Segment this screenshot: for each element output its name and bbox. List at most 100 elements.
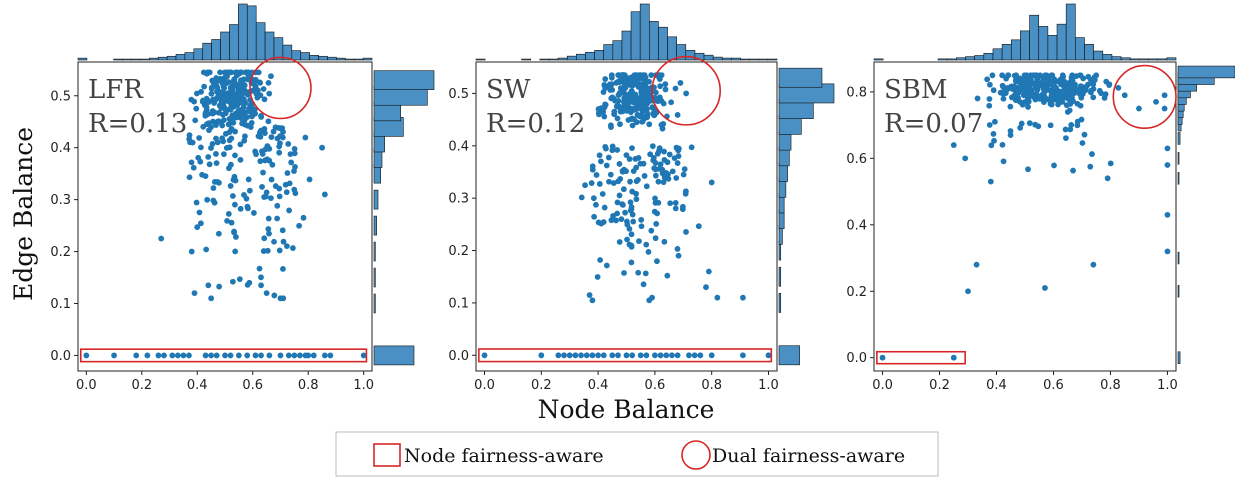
- x-hist-bar: [344, 58, 355, 61]
- data-point: [609, 352, 616, 359]
- y-tick-label: 0.4: [448, 139, 469, 154]
- data-point: [973, 261, 980, 268]
- data-point: [596, 181, 603, 187]
- data-point: [268, 73, 274, 80]
- data-point: [221, 151, 227, 158]
- data-point: [609, 95, 616, 102]
- data-point: [643, 241, 650, 248]
- data-point: [675, 145, 682, 152]
- data-point: [660, 179, 667, 186]
- data-point: [1024, 99, 1031, 106]
- panel-sw: 0.0 0.2 0.4 0.6 0.8 1.0 0.0 0.1 0.2 0.3 0.4 0.5 SW R=…: [448, 3, 835, 393]
- x-hist-bar: [566, 55, 577, 61]
- data-point: [272, 183, 279, 189]
- data-point: [228, 219, 235, 226]
- data-point: [598, 158, 604, 165]
- data-point: [255, 69, 262, 76]
- y-tick-label: 0.5: [50, 89, 71, 104]
- data-point: [691, 352, 698, 359]
- data-point: [243, 195, 250, 202]
- data-point: [984, 76, 991, 83]
- data-point: [1026, 120, 1033, 127]
- legend-node-fairness-marker: [373, 443, 401, 467]
- data-point: [252, 352, 259, 359]
- data-point: [1025, 81, 1032, 88]
- data-point: [600, 219, 607, 225]
- dual-fairness-circle: [249, 56, 312, 120]
- x-hist-bar: [220, 31, 230, 61]
- data-point: [628, 90, 635, 97]
- data-point: [974, 95, 981, 102]
- data-point: [1085, 81, 1091, 88]
- data-point: [583, 352, 590, 359]
- data-point: [266, 90, 273, 97]
- data-point: [284, 170, 291, 176]
- data-point: [279, 134, 286, 141]
- data-point: [244, 352, 251, 359]
- data-point: [683, 90, 690, 97]
- data-point: [1059, 72, 1066, 79]
- data-point: [1044, 87, 1050, 93]
- data-point: [638, 216, 645, 223]
- data-point: [319, 144, 325, 151]
- data-point: [201, 83, 208, 90]
- data-point: [596, 152, 603, 159]
- data-point: [950, 142, 957, 148]
- data-point: [594, 274, 601, 280]
- x-hist-bar: [539, 58, 550, 61]
- data-point: [1074, 100, 1081, 107]
- data-point: [673, 175, 680, 181]
- data-point: [1079, 140, 1086, 146]
- data-point: [879, 354, 886, 361]
- x-hist-bar: [362, 57, 373, 61]
- y-tick-label: 0.2: [50, 245, 71, 260]
- data-point: [263, 189, 270, 196]
- data-point: [628, 206, 635, 213]
- x-hist-bar: [246, 5, 257, 61]
- data-point: [327, 352, 334, 359]
- x-hist-bar: [1084, 44, 1094, 61]
- data-point: [589, 352, 596, 359]
- data-point: [305, 352, 312, 359]
- data-point: [251, 106, 258, 113]
- data-point: [296, 352, 303, 359]
- plot-frame: [873, 61, 1177, 372]
- data-point: [950, 354, 957, 361]
- data-point: [617, 108, 624, 115]
- data-point: [697, 352, 704, 359]
- x-hist-bar: [140, 58, 150, 61]
- data-point: [213, 352, 220, 359]
- data-point: [1161, 92, 1168, 99]
- data-point: [626, 76, 633, 83]
- data-point: [595, 106, 602, 112]
- data-point: [645, 248, 652, 255]
- x-hist-bar: [1075, 37, 1085, 61]
- data-point: [629, 122, 636, 129]
- data-point: [600, 89, 607, 95]
- y-hist-bar: [373, 267, 376, 288]
- data-point: [615, 352, 621, 359]
- data-point: [617, 85, 624, 91]
- data-point: [1036, 95, 1043, 102]
- x-hist-bar: [300, 52, 310, 61]
- data-point: [230, 94, 237, 101]
- data-point: [169, 352, 176, 359]
- data-point: [623, 152, 630, 159]
- x-tick-label: 0.6: [242, 378, 263, 393]
- data-point: [988, 142, 995, 149]
- data-point: [624, 99, 631, 106]
- data-point: [674, 245, 681, 252]
- data-point: [672, 199, 679, 206]
- data-point: [646, 121, 653, 128]
- y-hist-bar: [778, 293, 782, 313]
- data-point: [1048, 72, 1055, 79]
- data-point: [662, 81, 669, 87]
- data-point: [1091, 76, 1098, 83]
- data-point: [1022, 91, 1029, 98]
- data-point: [206, 161, 213, 168]
- data-point: [83, 352, 90, 359]
- data-point: [268, 134, 275, 140]
- data-point: [227, 69, 234, 76]
- data-point: [633, 76, 640, 83]
- y-tick-label: 0.2: [448, 244, 469, 259]
